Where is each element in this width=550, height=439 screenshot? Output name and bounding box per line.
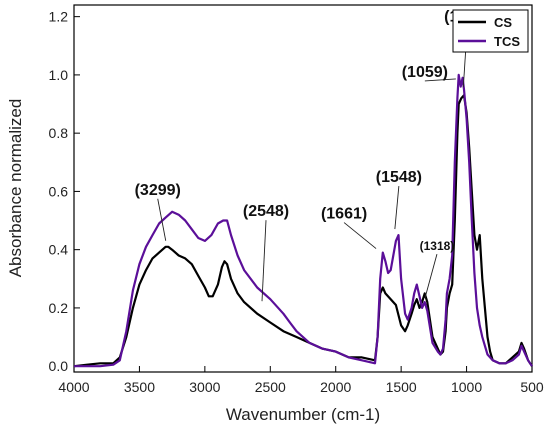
annotation-label: (1548) [376, 169, 422, 186]
series-line-cs [73, 94, 533, 368]
annotation-leader [394, 186, 400, 230]
legend: CS TCS [452, 9, 529, 53]
annotation-label: (2548) [243, 203, 289, 220]
series-line-tcs [74, 73, 533, 368]
legend-label-tcs: TCS [494, 34, 520, 49]
y-tick-label: 1.2 [49, 9, 69, 25]
y-tick-label: 0.8 [49, 125, 69, 141]
annotation-leader [157, 198, 167, 241]
y-tick-label: 0.4 [49, 242, 69, 258]
y-tick-label: 0.0 [49, 358, 69, 374]
legend-label-cs: CS [494, 15, 512, 30]
annotation-leader [424, 78, 456, 82]
annotation-leader [261, 220, 267, 302]
x-tick-label: 3500 [124, 379, 155, 395]
x-tick-label: 2500 [255, 379, 286, 395]
annotation-leader [424, 253, 438, 299]
x-axis-title: Wavenumber (cm-1) [226, 405, 380, 424]
x-tick-label: 500 [520, 379, 544, 395]
x-tick-label: 2000 [320, 379, 351, 395]
annotations: (3299)(2548)(1661)(1548)(1318)(1059)(102… [135, 8, 490, 302]
y-tick-label: 0.6 [49, 183, 69, 199]
annotation-label: (1661) [321, 206, 367, 223]
x-tick-labels: 4000 3500 3000 2500 2000 1500 1000 500 [58, 379, 543, 395]
annotation-label: (1318) [420, 239, 455, 253]
x-tick-label: 1500 [386, 379, 417, 395]
annotation-label: (1059) [402, 64, 448, 81]
series-layer [73, 73, 533, 368]
x-tick-label: 1000 [451, 379, 482, 395]
x-tick-label: 3000 [189, 379, 220, 395]
annotation-leader [343, 222, 377, 249]
annotation-label: (3299) [135, 182, 181, 199]
y-axis-title: Absorbance normalized [6, 99, 25, 278]
y-tick-label: 1.0 [49, 67, 69, 83]
plot-frame [73, 4, 533, 373]
x-tick-label: 4000 [58, 379, 89, 395]
y-tick-labels: 0.0 0.2 0.4 0.6 0.8 1.0 1.2 [49, 9, 69, 375]
legend-box [452, 9, 529, 53]
y-tick-label: 0.2 [49, 300, 69, 316]
